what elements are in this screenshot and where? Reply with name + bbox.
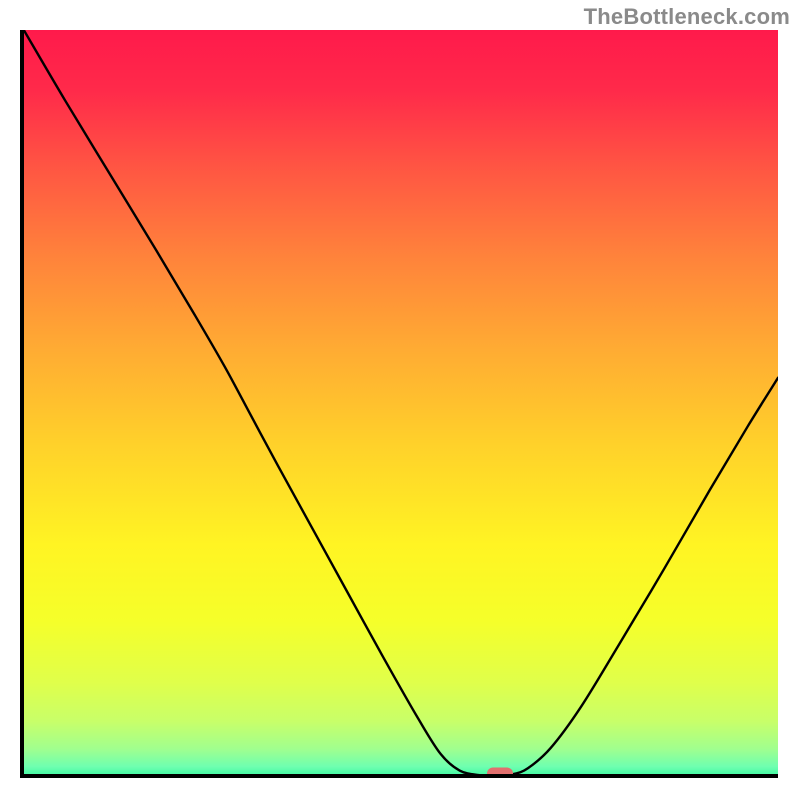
- bottleneck-curve: [20, 30, 778, 778]
- chart-container: TheBottleneck.com: [0, 0, 800, 800]
- watermark-text: TheBottleneck.com: [584, 4, 790, 30]
- y-axis: [20, 30, 24, 778]
- plot-area: [20, 30, 778, 778]
- x-axis: [20, 774, 778, 778]
- curve-path: [24, 30, 778, 776]
